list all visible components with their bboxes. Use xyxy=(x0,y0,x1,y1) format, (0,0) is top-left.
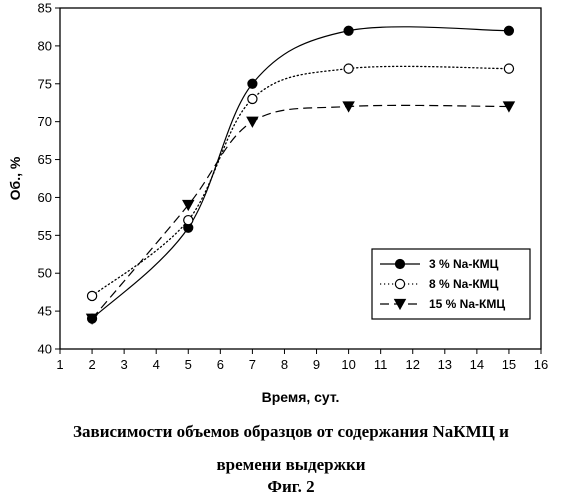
y-tick-label: 75 xyxy=(38,76,52,91)
series-3-point xyxy=(247,117,258,127)
y-tick-label: 70 xyxy=(38,114,52,129)
figure-caption-line2: времени выдержки xyxy=(0,455,582,475)
x-tick-label: 5 xyxy=(185,357,192,372)
series-1-point xyxy=(344,26,353,35)
x-tick-label: 9 xyxy=(313,357,320,372)
legend-marker-1 xyxy=(395,259,404,268)
y-tick-label: 60 xyxy=(38,190,52,205)
x-tick-label: 14 xyxy=(470,357,484,372)
legend-label-2: 8 % Na-КМЦ xyxy=(429,277,499,291)
legend-label-1: 3 % Na-КМЦ xyxy=(429,257,499,271)
y-axis-title: Об., % xyxy=(7,156,23,200)
series-1-point xyxy=(248,79,257,88)
legend-label-3: 15 % Na-КМЦ xyxy=(429,297,505,311)
y-tick-label: 40 xyxy=(38,342,52,357)
x-tick-label: 2 xyxy=(88,357,95,372)
series-2-point xyxy=(344,64,353,73)
y-tick-label: 45 xyxy=(38,304,52,319)
figure-number: Фиг. 2 xyxy=(0,477,582,497)
x-tick-label: 16 xyxy=(534,357,548,372)
x-tick-label: 15 xyxy=(502,357,516,372)
y-tick-label: 55 xyxy=(38,228,52,243)
series-2-point xyxy=(504,64,513,73)
x-tick-label: 12 xyxy=(405,357,419,372)
x-tick-label: 3 xyxy=(121,357,128,372)
x-tick-label: 10 xyxy=(341,357,355,372)
x-tick-label: 1 xyxy=(56,357,63,372)
y-tick-label: 65 xyxy=(38,152,52,167)
series-2-point xyxy=(184,216,193,225)
series-2-point xyxy=(87,291,96,300)
x-tick-label: 7 xyxy=(249,357,256,372)
x-tick-label: 11 xyxy=(374,357,388,372)
y-tick-label: 85 xyxy=(38,1,52,16)
figure-caption-line1: Зависимости объемов образцов от содержан… xyxy=(0,422,582,442)
legend-marker-2 xyxy=(395,279,404,288)
series-1-point xyxy=(504,26,513,35)
series-2-point xyxy=(248,94,257,103)
x-tick-label: 6 xyxy=(217,357,224,372)
x-tick-label: 13 xyxy=(438,357,452,372)
y-tick-label: 80 xyxy=(38,38,52,53)
chart: 1234567891011121314151640455055606570758… xyxy=(0,0,582,420)
x-tick-label: 4 xyxy=(153,357,160,372)
y-tick-label: 50 xyxy=(38,266,52,281)
x-tick-label: 8 xyxy=(281,357,288,372)
x-axis-title: Время, сут. xyxy=(262,389,340,405)
